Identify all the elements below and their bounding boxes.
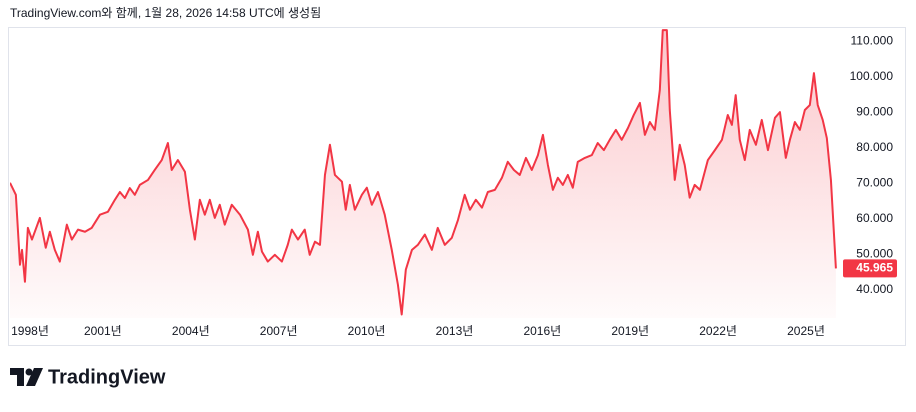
x-tick-label: 2010년 xyxy=(348,324,386,338)
x-tick-label: 2025년 xyxy=(787,324,825,338)
area-fill xyxy=(10,30,836,318)
y-tick-label: 50.000 xyxy=(856,246,893,260)
y-tick-label: 100.000 xyxy=(850,69,894,83)
y-tick-label: 70.000 xyxy=(856,175,893,189)
x-tick-label: 2022년 xyxy=(699,324,737,338)
chart-frame xyxy=(8,27,906,346)
x-tick-label: 2004년 xyxy=(172,324,210,338)
last-value-label: 45.965 xyxy=(856,261,893,275)
y-tick-label: 60.000 xyxy=(856,211,893,225)
price-line xyxy=(10,29,837,316)
last-value-tag xyxy=(843,259,897,278)
y-tick-label: 40.000 xyxy=(856,282,893,296)
x-tick-label: 1998년 xyxy=(11,324,49,338)
brand-logo xyxy=(10,368,43,386)
y-tick-label: 110.000 xyxy=(851,33,894,47)
x-tick-label: 2001년 xyxy=(84,324,122,338)
axes: 40.000 50.000 60.000 70.000 80.000 90.000 100.… xyxy=(11,33,897,338)
y-tick-label: 80.000 xyxy=(856,140,893,154)
y-tick-label: 90.000 xyxy=(856,104,893,118)
x-tick-label: 2019년 xyxy=(611,324,649,338)
x-tick-label: 2007년 xyxy=(260,324,298,338)
x-tick-label: 2013년 xyxy=(436,324,474,338)
attribution: TradingView.com와 함께, 1월 28, 2026 14:58 U… xyxy=(10,6,321,20)
x-tick-label: 2016년 xyxy=(523,324,561,338)
plot-area xyxy=(10,29,837,318)
brand-name: TradingView xyxy=(48,366,166,388)
